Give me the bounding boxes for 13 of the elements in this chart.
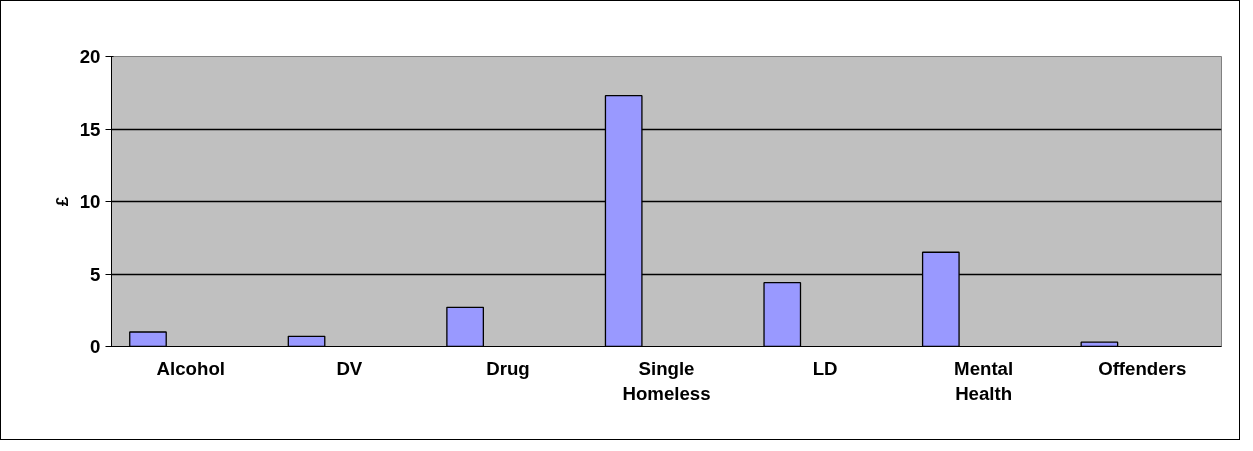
y-tick-label: 5 xyxy=(90,263,101,285)
x-tick-label: Alcohol xyxy=(156,357,225,379)
x-tick-label: LD xyxy=(812,357,838,379)
y-tick-label: 10 xyxy=(79,191,101,212)
y-axis-title: £ xyxy=(51,196,72,207)
x-tick-label: DV xyxy=(336,357,363,379)
y-tick-label: 0 xyxy=(90,336,101,357)
y-tick-label: 15 xyxy=(79,118,101,140)
x-tick-label: Mental Health xyxy=(954,357,1014,404)
x-tick-label: Drug xyxy=(486,357,530,379)
y-tick-label: 20 xyxy=(79,46,101,67)
x-tick-label: Offenders xyxy=(1098,357,1187,379)
x-tick-label: Single Homeless xyxy=(622,357,711,404)
